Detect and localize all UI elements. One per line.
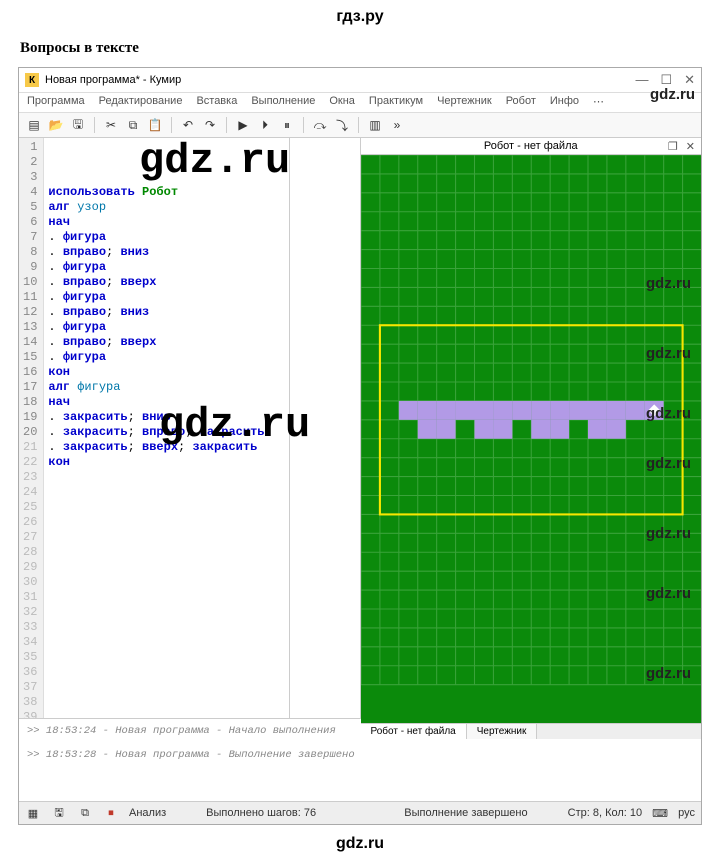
save-button[interactable]: 🖫 (69, 116, 87, 134)
run-step-button[interactable]: ⏵ (256, 116, 274, 134)
menu-more[interactable]: ⋯ (593, 95, 604, 108)
cut-button[interactable]: ✂ (102, 116, 120, 134)
menu-item[interactable]: Выполнение (251, 95, 315, 108)
status-steps: Выполнено шагов: 76 (206, 807, 316, 819)
status-pos: Стр: 8, Кол: 10 (568, 807, 643, 819)
status-icon[interactable]: ▦ (25, 805, 41, 821)
new-button[interactable]: ▤ (25, 116, 43, 134)
menu-item[interactable]: Чертежник (437, 95, 492, 108)
section-title: Вопросы в тексте (0, 34, 720, 67)
robot-pane: Робот - нет файла ❐ ✕ gdz.ru gdz.ru gdz.… (361, 138, 702, 718)
page-footer: gdz.ru (0, 825, 720, 863)
robot-title-text: Робот - нет файла (484, 140, 578, 152)
status-save-icon[interactable]: 🖫 (51, 805, 67, 821)
minimize-button[interactable]: — (635, 72, 648, 88)
status-analyze[interactable]: Анализ (129, 807, 166, 819)
step-over-button[interactable]: ⤼ (311, 116, 329, 134)
menu-item[interactable]: Робот (506, 95, 536, 108)
status-copy-icon[interactable]: ⧉ (77, 805, 93, 821)
step-into-button[interactable]: ⤵ (333, 116, 351, 134)
main-area: 1234567891011121314151617181920212223242… (19, 138, 701, 718)
app-icon: К (25, 73, 39, 87)
undo-button[interactable]: ↶ (179, 116, 197, 134)
maximize-button[interactable]: ☐ (660, 72, 672, 88)
robot-field: gdz.ru gdz.ru gdz.ru gdz.ru gdz.ru gdz.r… (361, 155, 702, 723)
menu-item[interactable]: Инфо (550, 95, 579, 108)
toolbar: ▤📂🖫 ✂⧉📋 ↶↷ ▶⏵⏸ ⤼⤵ ▥» (19, 113, 701, 138)
paste-button[interactable]: 📋 (146, 116, 164, 134)
menubar: Программа Редактирование Вставка Выполнение… (19, 93, 701, 113)
status-lang: рус (678, 807, 695, 819)
app-window: К Новая программа* - Кумир — ☐ ✕ Програм… (18, 67, 702, 825)
menu-item[interactable]: Программа (27, 95, 85, 108)
editor-pane: 1234567891011121314151617181920212223242… (19, 138, 361, 718)
code-area[interactable]: 1234567891011121314151617181920212223242… (19, 138, 360, 718)
robot-tab[interactable]: Чертежник (467, 724, 538, 739)
redo-button[interactable]: ↷ (201, 116, 219, 134)
menu-item[interactable]: Практикум (369, 95, 423, 108)
page-top-label: гдз.ру (0, 0, 720, 34)
status-stop-icon[interactable]: ⏹ (103, 805, 119, 821)
robot-popout-icon[interactable]: ❐ (668, 140, 678, 153)
titlebar: К Новая программа* - Кумир — ☐ ✕ (19, 68, 701, 93)
robot-title: Робот - нет файла ❐ ✕ (361, 138, 702, 155)
stop-button[interactable]: ⏸ (278, 116, 296, 134)
layout-button[interactable]: ▥ (366, 116, 384, 134)
menu-item[interactable]: Вставка (196, 95, 237, 108)
close-button[interactable]: ✕ (684, 72, 695, 88)
robot-tabs: Робот - нет файлаЧертежник (361, 723, 702, 739)
robot-tab[interactable]: Робот - нет файла (361, 724, 467, 739)
code-divider (289, 138, 290, 718)
copy-button[interactable]: ⧉ (124, 116, 142, 134)
help-button[interactable]: » (388, 116, 406, 134)
line-gutter: 1234567891011121314151617181920212223242… (19, 138, 44, 718)
statusbar: ▦ 🖫 ⧉ ⏹ Анализ Выполнено шагов: 76 Выпол… (19, 801, 701, 824)
menu-item[interactable]: Редактирование (99, 95, 183, 108)
keyboard-icon[interactable]: ⌨ (652, 805, 668, 821)
open-button[interactable]: 📂 (47, 116, 65, 134)
window-title: Новая программа* - Кумир (45, 74, 181, 86)
robot-close-icon[interactable]: ✕ (686, 140, 695, 153)
run-button[interactable]: ▶ (234, 116, 252, 134)
status-state: Выполнение завершено (404, 807, 527, 819)
menu-item[interactable]: Окна (329, 95, 355, 108)
code-lines[interactable]: использовать Роботалг узорнач. фигура. в… (44, 138, 268, 718)
